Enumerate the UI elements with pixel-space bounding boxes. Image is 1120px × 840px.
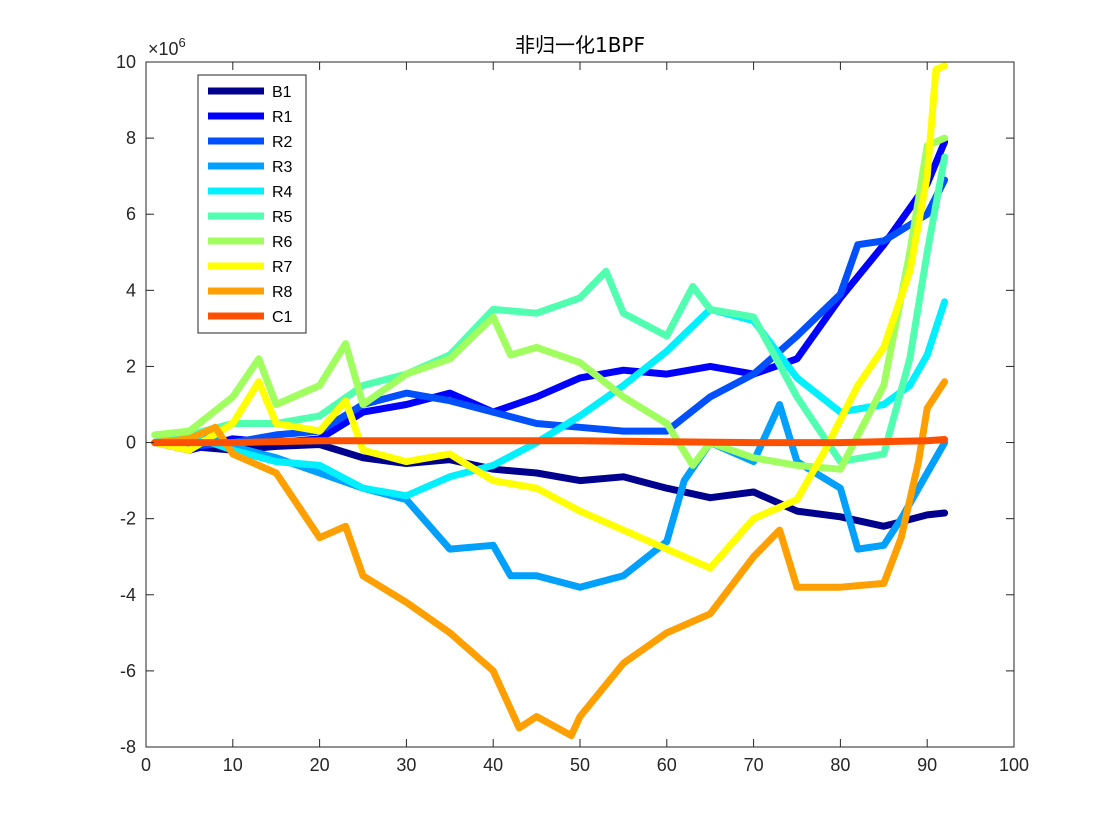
- x-tick-label: 90: [917, 755, 937, 775]
- legend-label-b1: B1: [272, 84, 292, 101]
- x-tick-label: 40: [483, 755, 503, 775]
- y-multiplier-exponent: 6: [179, 35, 186, 50]
- legend-label-r1: R1: [272, 109, 293, 126]
- x-tick-label: 20: [310, 755, 330, 775]
- x-tick-label: 70: [744, 755, 764, 775]
- series-line-r2: [151, 176, 949, 450]
- y-tick-label: 8: [126, 128, 136, 148]
- series-line-c1: [151, 436, 949, 447]
- series-line-r5: [151, 153, 949, 466]
- y-tick-label: -2: [120, 509, 136, 529]
- x-axis: 0 10 20 30 40 50 60 70 80 90 100: [141, 62, 1029, 775]
- y-tick-label: 0: [126, 433, 136, 453]
- legend-label-r4: R4: [272, 184, 293, 201]
- x-tick-label: 60: [657, 755, 677, 775]
- x-tick-label: 50: [570, 755, 590, 775]
- legend-label-c1: C1: [272, 309, 293, 326]
- series-line-r7: [151, 62, 949, 572]
- x-tick-label: 0: [141, 755, 151, 775]
- y-tick-label: -6: [120, 661, 136, 681]
- y-axis: -8 -6 -4 -2 0 2 4 6 8 10: [116, 52, 1014, 757]
- x-tick-label: 100: [999, 755, 1029, 775]
- legend-label-r7: R7: [272, 259, 293, 276]
- series-lines: [151, 62, 949, 740]
- legend-label-r6: R6: [272, 234, 293, 251]
- legend-label-r8: R8: [272, 284, 293, 301]
- series-line-r3: [151, 401, 949, 591]
- series-line-b1: [151, 439, 949, 530]
- x-tick-label: 10: [223, 755, 243, 775]
- y-tick-label: 4: [126, 280, 136, 300]
- y-multiplier-base: ×10: [148, 39, 179, 59]
- legend-label-r5: R5: [272, 209, 293, 226]
- legend-label-r2: R2: [272, 134, 293, 151]
- y-tick-label: -4: [120, 585, 136, 605]
- legend-label-r3: R3: [272, 159, 293, 176]
- x-tick-label: 80: [830, 755, 850, 775]
- y-multiplier: ×106: [148, 35, 186, 59]
- y-tick-label: 2: [126, 356, 136, 376]
- chart-title: 非归一化1BPF: [515, 33, 645, 57]
- y-tick-label: -8: [120, 737, 136, 757]
- y-tick-label: 6: [126, 204, 136, 224]
- y-tick-label: 10: [116, 52, 136, 72]
- series-line-r8: [151, 378, 949, 740]
- x-tick-label: 30: [396, 755, 416, 775]
- legend: B1 R1 R2 R3 R4 R5 R6 R7 R8 C1: [197, 74, 307, 334]
- series-line-r6: [151, 134, 949, 473]
